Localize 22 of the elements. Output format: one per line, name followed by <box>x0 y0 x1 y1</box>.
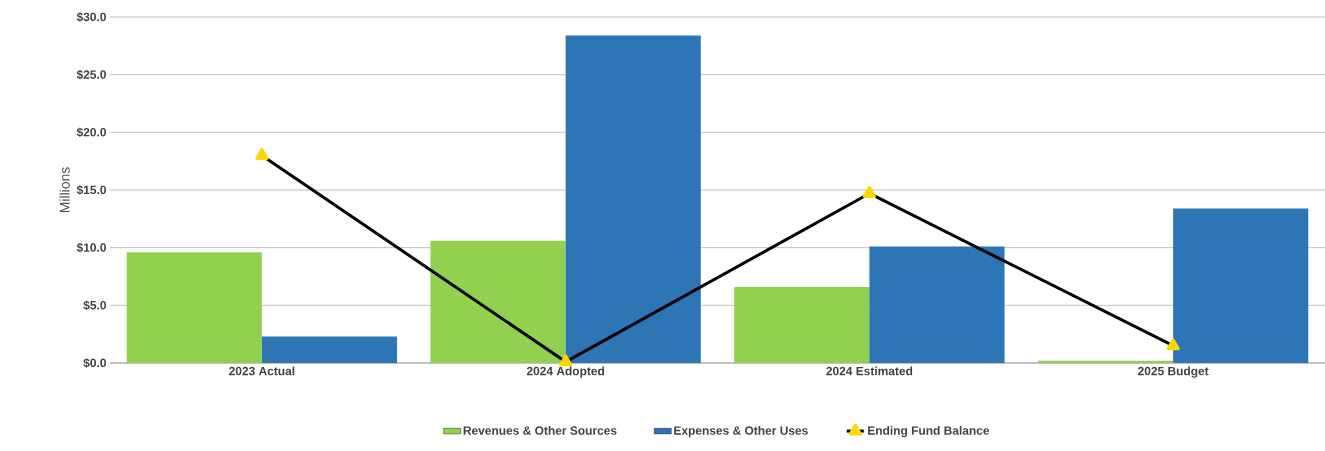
y-tick-label: $0.0 <box>83 358 106 368</box>
y-tick-label: $25.0 <box>76 69 106 80</box>
bar <box>430 240 566 363</box>
bar <box>261 336 398 363</box>
legend-label: Expenses & Other Uses <box>674 426 808 438</box>
y-tick-label: $20.0 <box>76 127 106 138</box>
y-axis-title: Millions <box>59 167 70 213</box>
legend-label: Ending Fund Balance <box>868 426 990 438</box>
y-tick-label: $15.0 <box>76 185 106 195</box>
bar <box>734 286 870 363</box>
bar <box>565 35 701 363</box>
x-tick-label: 2023 Actual <box>229 366 295 376</box>
y-tick-label: $10.0 <box>76 242 106 253</box>
bar <box>869 246 1005 363</box>
x-tick-label: 2024 Estimated <box>826 366 913 376</box>
y-tick-label: $30.0 <box>76 12 106 22</box>
legend-label: Revenues & Other Sources <box>463 426 617 435</box>
bar <box>1173 208 1309 363</box>
bar <box>126 252 262 363</box>
x-tick-label: 2025 Budget <box>1138 366 1209 378</box>
y-tick-label: $5.0 <box>83 300 106 311</box>
x-tick-label: 2024 Adopted <box>526 366 605 378</box>
